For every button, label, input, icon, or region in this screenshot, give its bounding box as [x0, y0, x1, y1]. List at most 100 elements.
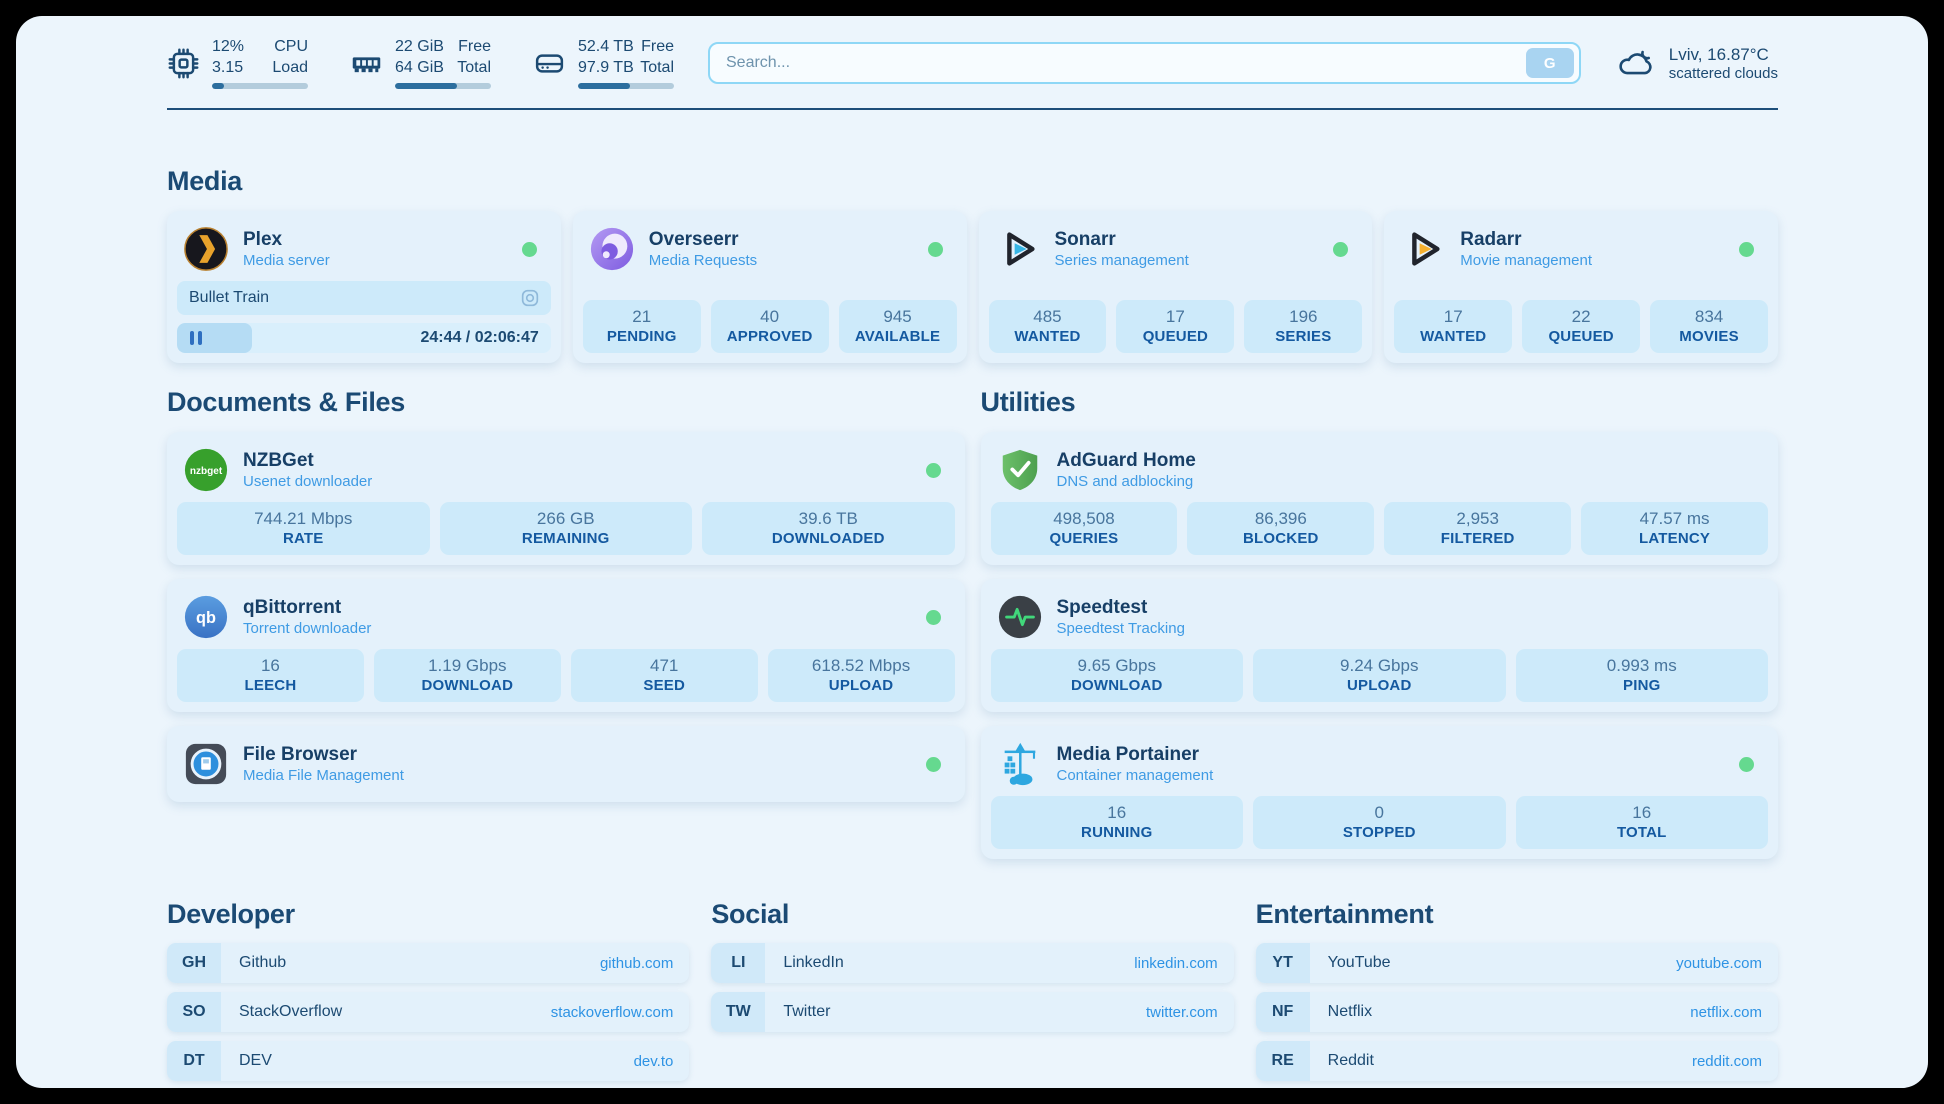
stat-box: 17 WANTED [1394, 300, 1513, 353]
link-url: dev.to [633, 1052, 674, 1070]
section-social: Social LI LinkedIn linkedin.com TW Twitt… [711, 899, 1234, 1088]
stat-box: 0.993 ms PING [1515, 649, 1768, 702]
stat-box: 471 SEED [570, 649, 758, 702]
stat-box: 22 QUEUED [1522, 300, 1641, 353]
section-developer: Developer GH Github github.com SO StackO… [167, 899, 690, 1088]
link-name: Reddit [1327, 1052, 1374, 1069]
stat-box: 266 GB REMAINING [439, 502, 692, 555]
cloud-icon [1619, 50, 1652, 75]
stat-box: 498,508 QUERIES [990, 502, 1178, 555]
link-tag: DT [167, 1041, 221, 1081]
utilities-section-title: Utilities [980, 387, 1076, 417]
svg-text:nzbget: nzbget [190, 466, 223, 477]
section-media: Media Plex Media server Bullet [167, 166, 1778, 363]
plex-card[interactable]: Plex Media server Bullet Train 24:44 [167, 211, 561, 363]
link-row-stackoverflow[interactable]: SO StackOverflow stackoverflow.com [167, 992, 690, 1032]
search-button[interactable]: G [1525, 48, 1574, 78]
link-name: DEV [239, 1052, 272, 1069]
link-tag: SO [167, 992, 221, 1032]
dashboard-page: 12% 3.15 CPU Load [16, 16, 1928, 1088]
speedtest-card[interactable]: Speedtest Speedtest Tracking 9.65 Gbps DO… [980, 579, 1778, 712]
ram-total-value: 64 GiB [395, 58, 444, 76]
link-tag: LI [711, 943, 766, 983]
nzbget-card[interactable]: nzbget NZBGet Usenet downloader 744.21 M… [167, 432, 965, 565]
status-dot [925, 756, 941, 772]
app-name: Media Portainer [1056, 744, 1200, 765]
link-url: stackoverflow.com [550, 1003, 674, 1021]
social-section-title: Social [711, 899, 790, 929]
link-row-youtube[interactable]: YT YouTube youtube.com [1255, 943, 1778, 983]
link-row-reddit[interactable]: RE Reddit reddit.com [1255, 1041, 1778, 1081]
cpu-icon [168, 48, 199, 78]
adguard-card[interactable]: AdGuard Home DNS and adblocking 498,508 Q… [980, 432, 1778, 565]
ram-progress-bar [395, 83, 491, 90]
portainer-card[interactable]: Media Portainer Container management 16 R… [980, 726, 1778, 859]
video-session-icon[interactable] [519, 287, 541, 309]
section-entertainment: Entertainment YT YouTube youtube.com NF … [1255, 899, 1778, 1088]
weather-widget: Lviv, 16.87°C scattered clouds [1615, 42, 1778, 84]
search-bar: G [708, 42, 1581, 84]
sonarr-card[interactable]: Sonarr Series management 485 WANTED 17 QUE… [978, 211, 1373, 363]
filebrowser-icon [183, 741, 229, 787]
stat-box: 40 APPROVED [710, 300, 829, 353]
link-row-netflix[interactable]: NF Netflix netflix.com [1255, 992, 1778, 1032]
link-row-dev[interactable]: DT DEV dev.to [167, 1041, 690, 1081]
speedtest-icon [997, 594, 1043, 640]
link-name: StackOverflow [239, 1003, 343, 1020]
now-playing-title: Bullet Train [189, 289, 270, 306]
link-tag: NF [1255, 992, 1310, 1032]
app-name: Overseerr [648, 229, 739, 250]
stat-box: 21 PENDING [582, 300, 701, 353]
disk-icon [535, 53, 564, 73]
status-dot [927, 241, 943, 257]
cpu-label: CPU [274, 37, 308, 55]
app-description: Container management [1056, 767, 1214, 784]
link-url: github.com [599, 954, 674, 972]
section-documents: Documents & Files nzbget NZBGet Usenet d… [167, 387, 965, 816]
link-name: Twitter [783, 1003, 831, 1020]
disk-free-label: Free [641, 37, 674, 55]
link-row-twitter[interactable]: TW Twitter twitter.com [711, 992, 1234, 1032]
topbar-divider [167, 108, 1778, 110]
stat-box: 834 MOVIES [1650, 300, 1769, 353]
stat-box: 9.65 Gbps DOWNLOAD [990, 649, 1243, 702]
system-stats: 12% 3.15 CPU Load [167, 37, 674, 90]
link-url: reddit.com [1691, 1052, 1762, 1070]
link-tag: YT [1255, 943, 1310, 983]
app-description: Media Requests [648, 252, 758, 269]
weather-condition: scattered clouds [1668, 64, 1778, 82]
search-input[interactable] [726, 54, 1526, 72]
plex-icon [183, 226, 229, 272]
stat-box: 17 QUEUED [1116, 300, 1235, 353]
app-name: File Browser [243, 744, 358, 765]
qbittorrent-card[interactable]: qb qBittorrent Torrent downloader 16 LEEC… [167, 579, 965, 712]
svg-text:qb: qb [196, 609, 216, 627]
overseerr-card[interactable]: Overseerr Media Requests 21 PENDING 40 APP… [572, 211, 967, 363]
disk-total-value: 97.9 TB [578, 58, 634, 76]
entertainment-section-title: Entertainment [1255, 899, 1434, 929]
link-row-linkedin[interactable]: LI LinkedIn linkedin.com [711, 943, 1234, 983]
documents-section-title: Documents & Files [167, 387, 405, 417]
pause-icon[interactable] [190, 331, 202, 345]
link-row-github[interactable]: GH Github github.com [167, 943, 690, 983]
status-dot [925, 609, 941, 625]
ram-free-value: 22 GiB [395, 37, 444, 55]
app-name: NZBGet [243, 450, 314, 471]
radarr-card[interactable]: Radarr Movie management 17 WANTED 22 QUEUE… [1384, 211, 1778, 363]
cpu-load-label: Load [272, 58, 308, 76]
stat-box: 16 TOTAL [1515, 796, 1768, 849]
filebrowser-card[interactable]: File Browser Media File Management [167, 726, 965, 802]
app-description: Media File Management [243, 767, 404, 784]
adguard-icon [997, 447, 1043, 493]
app-name: qBittorrent [243, 597, 342, 618]
link-tag: RE [1255, 1041, 1310, 1081]
status-dot [1333, 241, 1349, 257]
stat-box: 1.19 Gbps DOWNLOAD [373, 649, 561, 702]
ram-free-label: Free [458, 37, 491, 55]
media-section-title: Media [167, 166, 243, 196]
radarr-icon [1400, 226, 1446, 272]
sonarr-icon [995, 226, 1041, 272]
app-name: AdGuard Home [1056, 450, 1196, 471]
stat-box: 945 AVAILABLE [838, 300, 957, 353]
app-description: DNS and adblocking [1056, 473, 1194, 490]
